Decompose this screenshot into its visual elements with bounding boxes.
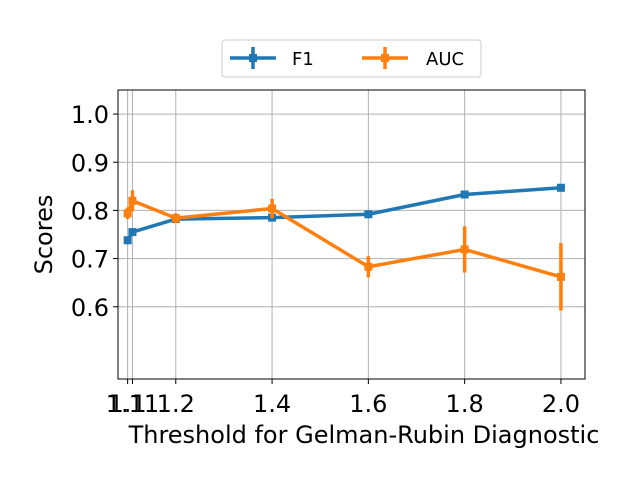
data-point — [460, 245, 469, 254]
y-tick-label: 0.8 — [71, 197, 109, 225]
series-line-f1 — [126, 186, 562, 242]
series-line-auc — [125, 199, 562, 279]
legend-entry-auc: AUC — [362, 47, 464, 70]
legend-marker — [381, 54, 389, 62]
data-point — [268, 204, 277, 213]
x-tick-label: 1.11 — [106, 390, 159, 418]
plot-area-frame — [117, 89, 586, 380]
y-tick-label: 1.0 — [71, 101, 109, 129]
data-point — [460, 190, 469, 199]
data-point — [171, 214, 180, 223]
legend: F1 AUC — [221, 39, 482, 78]
x-tick-label: 1.6 — [349, 390, 387, 418]
y-tick-label: 0.7 — [71, 246, 109, 274]
legend-marker — [249, 54, 257, 62]
legend-entry-f1: F1 — [230, 47, 314, 70]
data-point — [123, 236, 132, 245]
data-point — [556, 272, 565, 281]
series-layer — [123, 183, 565, 311]
series-f1 — [123, 183, 565, 245]
y-axis-label: Scores — [30, 195, 58, 275]
legend-label: AUC — [426, 49, 464, 70]
data-point — [556, 183, 565, 192]
x-axis-label: Threshold for Gelman-Rubin Diagnostic — [128, 421, 600, 449]
legend-label: F1 — [292, 49, 314, 70]
x-tick-label: 1.8 — [446, 390, 484, 418]
legend-box — [221, 39, 482, 78]
y-tick-label: 0.9 — [71, 149, 109, 177]
data-point — [123, 209, 132, 218]
x-tick-label: 1.2 — [157, 390, 195, 418]
x-tick-label: 1.1 — [109, 390, 147, 418]
y-tick-label: 0.6 — [71, 294, 109, 322]
data-point — [364, 262, 373, 271]
x-tick-label: 2.0 — [542, 390, 580, 418]
x-tick-label: 1.4 — [253, 390, 291, 418]
data-point — [128, 196, 137, 205]
axis-ticks: 1.11.111.2 1.4 1.6 1.8 2.0 0.6 0.7 0.8 0.9 1.0 — [71, 101, 580, 418]
series-auc — [123, 190, 565, 311]
data-point — [364, 210, 373, 219]
data-point — [128, 228, 137, 237]
grid — [118, 90, 585, 379]
